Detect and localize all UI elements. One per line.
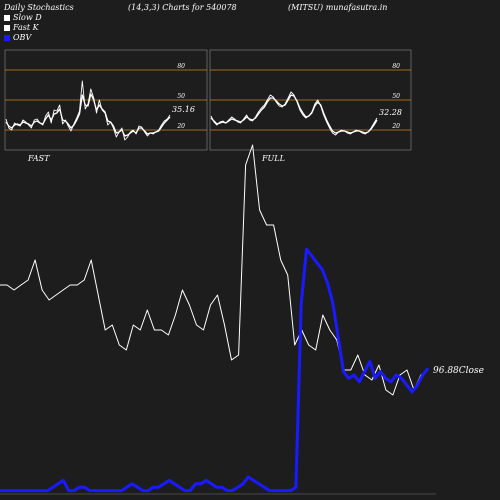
full-level-50-label: 50 [392, 93, 400, 100]
full-last-value-label: 32.28 [379, 108, 402, 117]
header-symbol: (14,3,3) Charts for 540078 [128, 3, 237, 12]
fast-series-slow-d-line [5, 93, 171, 137]
full-level-20-label: 20 [391, 123, 400, 130]
legend-label-obv: OBV [13, 33, 32, 42]
full-series-slow-d-line [210, 94, 378, 134]
full-level-80-label: 80 [392, 63, 400, 70]
obv-line [0, 247, 430, 493]
legend-fast-k: Fast K [4, 23, 39, 32]
header-title: Daily Stochastics [4, 3, 74, 12]
legend-slow-d: Slow D [4, 13, 42, 22]
legend-obv: OBV [4, 33, 31, 42]
full-series-fast-k-line [210, 91, 378, 136]
fast-level-80-label: 80 [177, 63, 185, 70]
full-caption: FULL [261, 154, 285, 163]
legend-label-slow-d: Slow D [13, 13, 42, 22]
price-last-value-label: 96.88Close [433, 366, 484, 376]
legend-swatch-obv [4, 34, 10, 41]
header-site: (MITSU) munafasutra.in [288, 3, 388, 12]
price-close-line [0, 144, 429, 396]
legend-swatch-slow-d [4, 14, 10, 21]
fast-level-20-label: 20 [176, 123, 185, 130]
fast-level-50-label: 50 [177, 93, 185, 100]
legend-swatch-fast-k [4, 24, 10, 31]
fast-caption: FAST [27, 154, 50, 163]
legend-label-fast-k: Fast K [13, 23, 39, 32]
fast-last-value-label: 35.16 [172, 105, 195, 114]
